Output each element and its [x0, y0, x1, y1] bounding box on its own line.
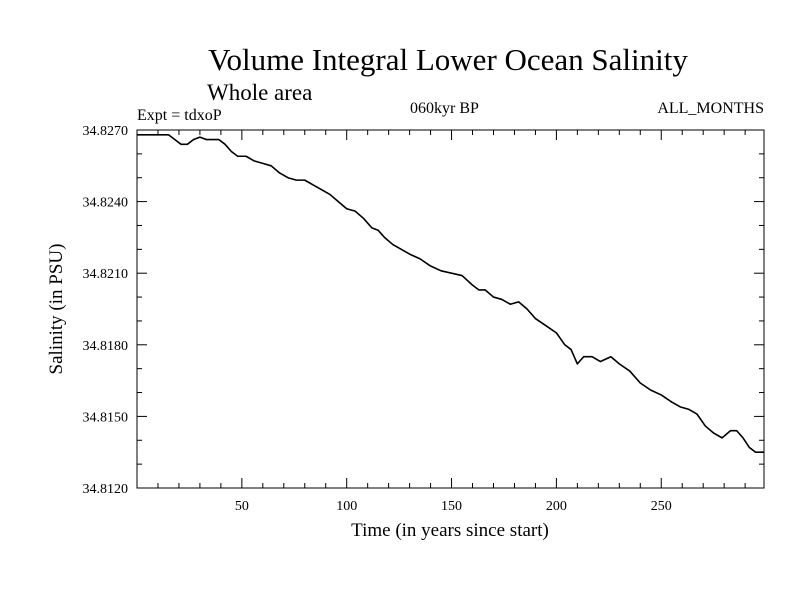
x-axis-ticks [157, 130, 746, 488]
period-label: 060kyr BP [410, 100, 479, 117]
chart-title: Volume Integral Lower Ocean Salinity [208, 42, 688, 77]
x-tick-label: 150 [441, 499, 462, 514]
salinity-series-line [137, 133, 764, 453]
x-axis-label: Time (in years since start) [351, 520, 549, 541]
y-tick-label: 34.8180 [83, 339, 129, 354]
experiment-label: Expt = tdxoP [137, 107, 222, 124]
y-axis-label: Salinity (in PSU) [46, 244, 67, 375]
y-axis-ticks [137, 153, 764, 465]
x-axis-tick-labels: 50 100 150 200 250 [235, 499, 672, 514]
x-tick-label: 50 [235, 499, 249, 514]
y-tick-label: 34.8150 [83, 410, 129, 425]
months-label: ALL_MONTHS [657, 100, 764, 117]
plot-frame [136, 129, 765, 489]
x-tick-label: 100 [336, 499, 357, 514]
x-tick-label: 200 [546, 499, 567, 514]
x-tick-label: 250 [651, 499, 672, 514]
y-axis-tick-labels: 34.8270 34.8240 34.8210 34.8180 34.8150 34.81… [83, 124, 129, 497]
y-tick-label: 34.8120 [83, 482, 129, 497]
y-tick-label: 34.8270 [83, 124, 129, 139]
y-tick-label: 34.8210 [83, 267, 129, 282]
y-tick-label: 34.8240 [83, 196, 129, 211]
chart-subtitle: Whole area [207, 80, 312, 105]
